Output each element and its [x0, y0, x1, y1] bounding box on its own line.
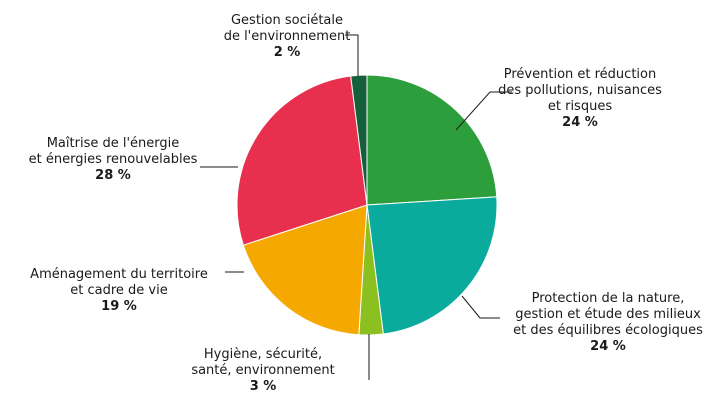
slice-amenagement-territoire-label-line: et cadre de vie: [70, 283, 167, 298]
slice-maitrise-energie-label-line: Maîtrise de l'énergie: [47, 136, 180, 151]
slice-maitrise-energie-value-label: 28 %: [95, 168, 131, 183]
slice-hygiene-securite-label-line: santé, environnement: [191, 363, 334, 378]
slice-protection-nature-value-label: 24 %: [590, 339, 626, 354]
slice-prevention-pollutions-leader-line: [455, 91, 512, 131]
slice-gestion-societale-value-label: 2 %: [274, 45, 301, 60]
slice-protection-nature: [366, 196, 498, 335]
slice-hygiene-securite-value-label: 3 %: [250, 379, 277, 394]
slice-prevention-pollutions-label-line: et risques: [548, 99, 612, 114]
leader-lines: [200, 34, 512, 380]
pie-slices: [236, 74, 498, 336]
slice-protection-nature-label-line: Protection de la nature,: [532, 291, 685, 306]
slice-amenagement-territoire: [242, 204, 368, 336]
slice-hygiene-securite-label-line: Hygiène, sécurité,: [204, 347, 322, 362]
slice-gestion-societale: [350, 74, 368, 206]
slice-protection-nature-leader-line: [461, 295, 500, 319]
slice-prevention-pollutions-label-line: des pollutions, nuisances: [498, 83, 662, 98]
slice-gestion-societale-label-line: de l'environnement: [224, 29, 351, 44]
slice-prevention-pollutions-label-line: Prévention et réduction: [504, 67, 656, 82]
slice-gestion-societale-leader-line: [345, 34, 359, 76]
slice-amenagement-territoire-label-line: Aménagement du territoire: [30, 267, 208, 282]
slice-maitrise-energie: [236, 75, 368, 246]
slice-maitrise-energie-label-line: et énergies renouvelables: [29, 152, 198, 167]
slice-protection-nature-label-line: et des équilibres écologiques: [513, 323, 703, 338]
slice-prevention-pollutions-value-label: 24 %: [562, 115, 598, 130]
slice-prevention-pollutions: [366, 74, 498, 206]
slice-gestion-societale-label-line: Gestion sociétale: [231, 13, 343, 28]
slice-amenagement-territoire-value-label: 19 %: [101, 299, 137, 314]
slice-protection-nature-label-line: gestion et étude des milieux: [515, 307, 701, 322]
